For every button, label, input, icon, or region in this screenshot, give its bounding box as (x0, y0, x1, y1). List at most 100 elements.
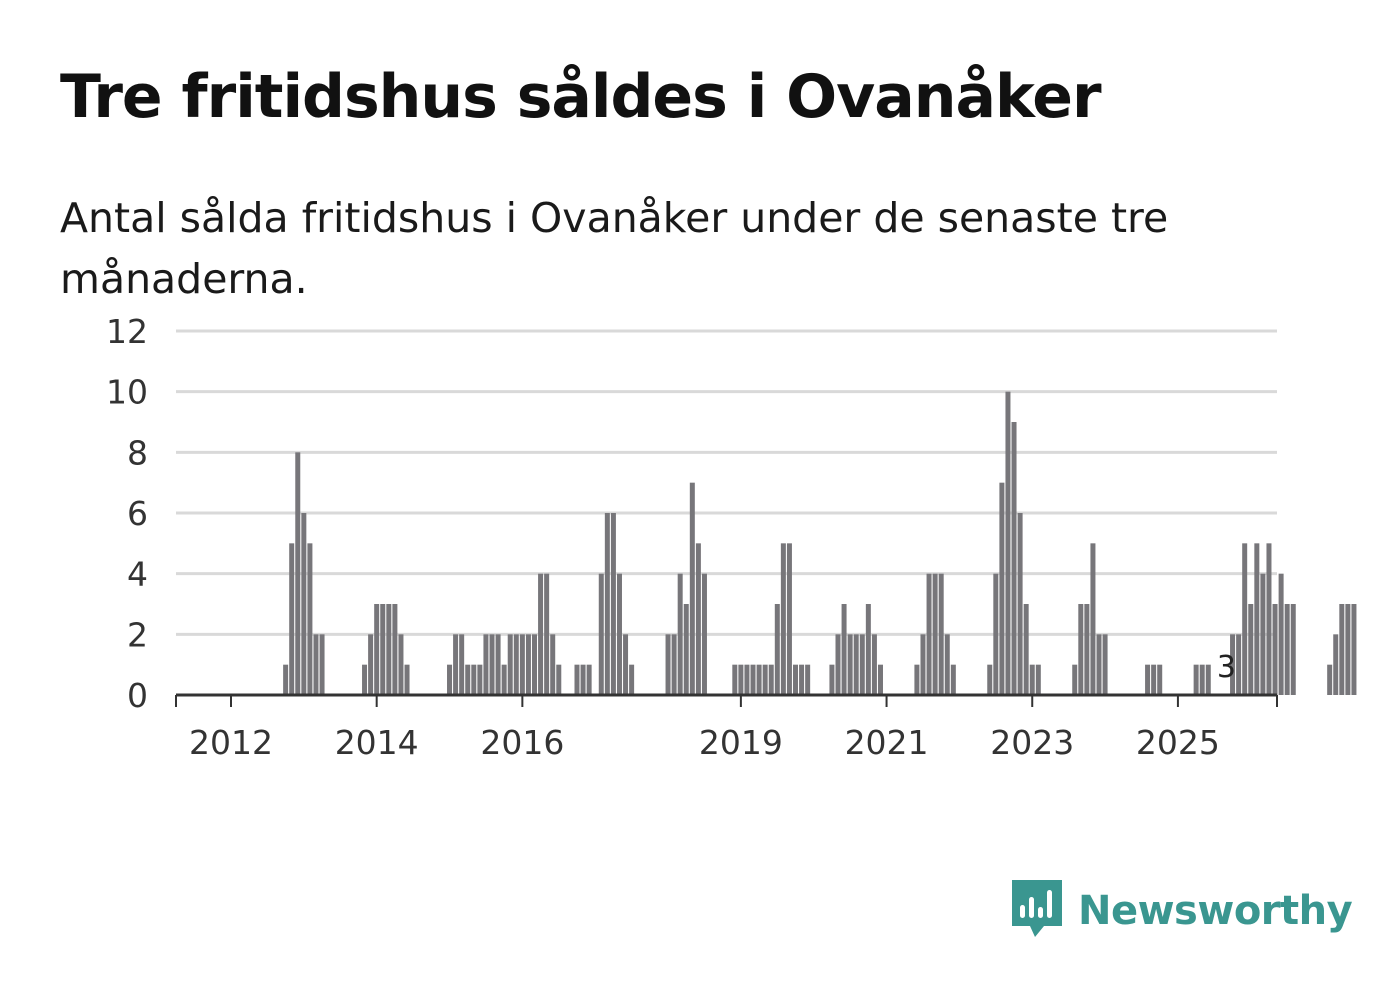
y-tick-label-10: 10 (106, 373, 148, 412)
highlight-data-label: 3 (1217, 650, 1236, 685)
bar-78 (677, 573, 683, 695)
bar-56 (544, 573, 550, 695)
bar-33 (404, 664, 410, 695)
bar-188 (1345, 604, 1351, 695)
bar-79 (683, 604, 689, 695)
bar-109 (865, 604, 871, 695)
bar-174 (1260, 573, 1266, 695)
bar-14 (289, 543, 295, 695)
x-tick-label-2019: 2019 (699, 723, 783, 762)
bar-105 (841, 604, 847, 695)
bar-107 (853, 634, 859, 695)
bar-18 (313, 634, 319, 695)
bar-57 (550, 634, 556, 695)
x-tick-label-2021: 2021 (845, 723, 929, 762)
bar-15 (295, 452, 301, 695)
bar-48 (495, 634, 501, 695)
bar-173 (1254, 543, 1260, 695)
bar-46 (483, 634, 489, 695)
bar-43 (465, 664, 471, 695)
bar-123 (950, 664, 956, 695)
bar-49 (501, 664, 507, 695)
bar-96 (786, 543, 792, 695)
bar-95 (780, 543, 786, 695)
x-tick-label-2014: 2014 (335, 723, 419, 762)
bar-129 (987, 664, 993, 695)
bar-45 (477, 664, 483, 695)
y-tick-label-6: 6 (127, 494, 148, 533)
bar-55 (538, 573, 544, 695)
bar-82 (701, 573, 707, 695)
x-tick-label-2012: 2012 (189, 723, 273, 762)
bar-40 (447, 664, 453, 695)
bar-165 (1205, 664, 1211, 695)
bar-110 (871, 634, 877, 695)
bar-147 (1096, 634, 1102, 695)
bar-77 (671, 634, 677, 695)
bar-187 (1339, 604, 1345, 695)
bar-93 (768, 664, 774, 695)
bar-42 (459, 634, 465, 695)
x-tick-label-2016: 2016 (480, 723, 564, 762)
bar-104 (835, 634, 841, 695)
bar-157 (1157, 664, 1163, 695)
y-tick-label-4: 4 (127, 555, 148, 594)
bar-69 (623, 634, 629, 695)
bar-121 (938, 573, 944, 695)
bar-178 (1284, 604, 1290, 695)
chart-subtitle: Antal sålda fritidshus i Ovanåker under … (60, 194, 1169, 303)
bar-156 (1151, 664, 1157, 695)
bar-88 (738, 664, 744, 695)
bar-54 (532, 634, 537, 695)
bar-106 (847, 634, 853, 695)
bar-99 (805, 664, 811, 695)
bar-32 (398, 634, 404, 695)
bar-30 (386, 604, 392, 695)
bar-62 (580, 664, 586, 695)
bar-144 (1078, 604, 1084, 695)
bar-68 (616, 573, 622, 695)
bar-87 (732, 664, 738, 695)
bar-146 (1090, 543, 1096, 695)
bar-76 (665, 634, 671, 695)
y-tick-label-2: 2 (127, 615, 148, 654)
bar-135 (1023, 604, 1029, 695)
bar-70 (629, 664, 635, 695)
x-tick-label-2025: 2025 (1136, 723, 1220, 762)
bar-92 (762, 664, 768, 695)
bar-145 (1084, 604, 1090, 695)
bar-81 (695, 543, 701, 695)
bar-130 (993, 573, 999, 695)
bar-163 (1193, 664, 1199, 695)
newsworthy-logo-icon (1010, 878, 1066, 944)
bar-67 (610, 513, 616, 695)
bar-108 (859, 634, 865, 695)
bar-51 (513, 634, 519, 695)
bar-98 (799, 664, 805, 695)
bar-103 (829, 664, 835, 695)
bar-179 (1290, 604, 1296, 695)
bar-61 (574, 664, 580, 695)
bar-111 (877, 664, 883, 695)
bar-119 (926, 573, 932, 695)
bar-117 (914, 664, 920, 695)
bar-28 (374, 604, 380, 695)
bar-118 (920, 634, 926, 695)
bar-47 (489, 634, 495, 695)
bar-97 (793, 664, 799, 695)
bar-91 (756, 664, 762, 695)
bar-27 (368, 634, 374, 695)
y-tick-label-12: 12 (106, 312, 148, 351)
bar-50 (507, 634, 513, 695)
bar-170 (1236, 634, 1242, 695)
bar-41 (453, 634, 459, 695)
bar-176 (1272, 604, 1278, 695)
bar-177 (1278, 573, 1284, 695)
bar-169 (1230, 634, 1236, 695)
bar-63 (586, 664, 592, 695)
bar-120 (932, 573, 938, 695)
y-tick-label-8: 8 (127, 433, 148, 472)
bar-175 (1266, 543, 1272, 695)
bar-186 (1333, 634, 1339, 695)
